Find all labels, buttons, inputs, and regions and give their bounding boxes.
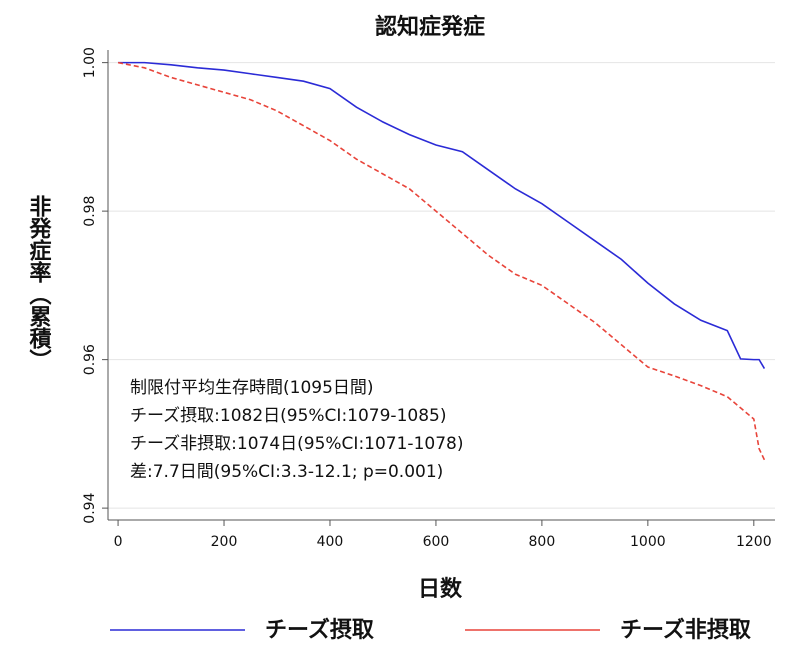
x-tick-label: 600 xyxy=(423,534,450,550)
y-axis-title: 非発症率（累積） xyxy=(26,195,53,371)
series-line xyxy=(117,61,766,461)
y-tick-label: 1.00 xyxy=(82,47,98,78)
x-tick-label: 1200 xyxy=(736,534,772,550)
y-tick-label: 0.94 xyxy=(82,492,98,523)
legend-label: チーズ摂取 xyxy=(265,617,374,643)
chart-title: 認知症発症 xyxy=(375,14,485,40)
annotation: 制限付平均生存時間(1095日間) xyxy=(130,378,374,398)
annotation: 差:7.7日間(95%CI:3.3-12.1; p=0.001) xyxy=(130,462,443,482)
x-axis-title: 日数 xyxy=(418,576,463,602)
legend-label: チーズ非摂取 xyxy=(620,617,751,643)
annotation: チーズ非摂取:1074日(95%CI:1071-1078) xyxy=(130,434,463,454)
x-tick-label: 200 xyxy=(211,534,238,550)
x-tick-label: 800 xyxy=(529,534,556,550)
x-tick-label: 400 xyxy=(317,534,344,550)
x-tick-label: 1000 xyxy=(630,534,666,550)
x-tick-label: 0 xyxy=(114,534,123,550)
y-tick-label: 0.96 xyxy=(82,344,98,375)
y-tick-label: 0.98 xyxy=(82,196,98,227)
annotation: チーズ摂取:1082日(95%CI:1079-1085) xyxy=(130,406,446,426)
series-line xyxy=(118,61,766,369)
